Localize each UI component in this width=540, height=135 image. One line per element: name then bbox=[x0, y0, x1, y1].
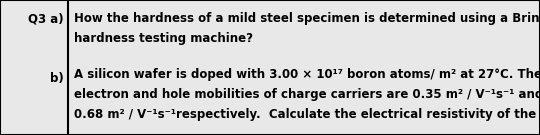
Text: A silicon wafer is doped with 3.00 × 10¹⁷ boron atoms/ m² at 27°C. The: A silicon wafer is doped with 3.00 × 10¹… bbox=[74, 68, 540, 81]
Text: Q3 a): Q3 a) bbox=[29, 12, 64, 25]
Text: b): b) bbox=[50, 72, 64, 85]
Text: 0.68 m² / V⁻¹s⁻¹respectively.  Calculate the electrical resistivity of the mater: 0.68 m² / V⁻¹s⁻¹respectively. Calculate … bbox=[74, 108, 540, 121]
Text: hardness testing machine?: hardness testing machine? bbox=[74, 32, 253, 45]
Text: How the hardness of a mild steel specimen is determined using a Brinell: How the hardness of a mild steel specime… bbox=[74, 12, 540, 25]
Text: electron and hole mobilities of charge carriers are 0.35 m² / V⁻¹s⁻¹ and: electron and hole mobilities of charge c… bbox=[74, 88, 540, 101]
